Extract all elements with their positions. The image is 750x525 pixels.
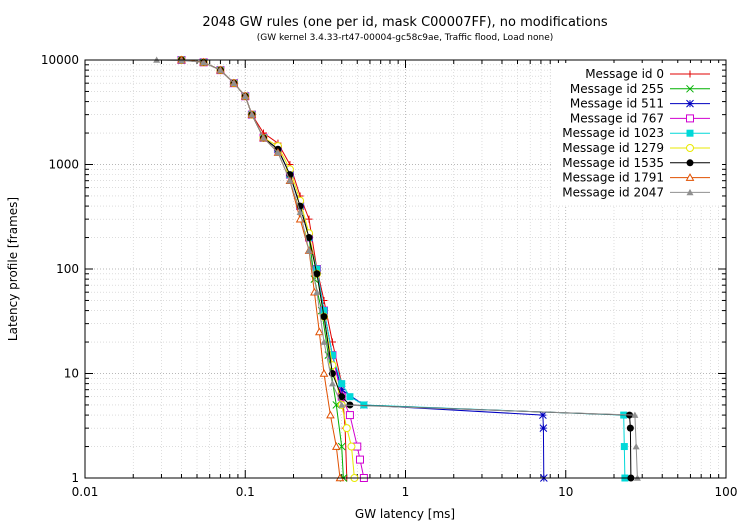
data-point xyxy=(632,443,640,450)
legend-label: Message id 2047 xyxy=(562,185,664,199)
legend-label: Message id 511 xyxy=(570,97,664,111)
legend-item: Message id 511 xyxy=(570,97,710,111)
data-point xyxy=(631,411,639,418)
data-point xyxy=(200,58,208,66)
data-point xyxy=(260,134,268,141)
data-point xyxy=(686,70,694,78)
data-point xyxy=(305,215,313,223)
legend-item: Message id 1535 xyxy=(562,156,710,170)
y-tick-label: 10000 xyxy=(41,53,79,67)
data-point xyxy=(305,247,313,254)
legend-item: Message id 1791 xyxy=(562,171,710,185)
chart-subtitle: (GW kernel 3.4.33-rt47-00004-gc58c9ae, T… xyxy=(257,33,554,43)
plot-frame xyxy=(84,59,727,479)
data-point xyxy=(319,368,329,377)
y-tick-label: 100 xyxy=(56,262,79,276)
legend-label: Message id 1535 xyxy=(562,156,664,170)
data-point xyxy=(686,99,694,108)
legend-item: Message id 0 xyxy=(585,67,710,81)
y-tick-label: 10 xyxy=(64,367,79,381)
data-point xyxy=(314,327,324,336)
legend-item: Message id 1279 xyxy=(562,141,710,155)
legend-item: Message id 1023 xyxy=(562,126,710,140)
axis-ticks: 0.01 0.1 1 10 100 1 10 100 1000 10000 xyxy=(41,53,738,499)
chart-title: 2048 GW rules (one per id, mask C00007FF… xyxy=(202,15,607,30)
data-point xyxy=(686,114,694,123)
legend-label: Message id 1791 xyxy=(562,171,664,185)
data-point xyxy=(539,411,547,419)
legend-item: Message id 255 xyxy=(570,82,710,96)
data-point xyxy=(539,424,548,432)
data-point xyxy=(326,410,335,419)
legend-background xyxy=(552,63,722,205)
x-tick-label: 10 xyxy=(558,485,573,499)
data-point xyxy=(328,351,336,359)
y-tick-label: 1000 xyxy=(48,158,79,172)
data-point xyxy=(342,424,351,433)
legend-label: Message id 767 xyxy=(570,111,664,125)
data-point xyxy=(331,442,341,450)
data-point xyxy=(328,361,337,370)
data-point xyxy=(286,177,294,184)
data-point xyxy=(620,443,628,451)
series-message-id-767 xyxy=(177,56,368,482)
data-point xyxy=(296,208,304,215)
data-point xyxy=(313,265,321,273)
data-point xyxy=(686,144,694,152)
y-axis-label: Latency profile [frames] xyxy=(6,197,20,341)
x-tick-label: 100 xyxy=(715,485,738,499)
data-point xyxy=(241,92,249,100)
data-point xyxy=(320,307,328,315)
data-point xyxy=(686,159,694,167)
x-axis-label: GW latency [ms] xyxy=(355,507,455,521)
legend-label: Message id 255 xyxy=(570,82,664,96)
data-point xyxy=(274,149,282,156)
data-point xyxy=(685,173,695,181)
data-point xyxy=(686,188,694,196)
data-point xyxy=(305,234,313,242)
data-point xyxy=(338,401,346,408)
data-point xyxy=(686,129,694,137)
series-message-id-511 xyxy=(177,56,548,482)
data-point xyxy=(320,338,328,345)
data-point xyxy=(626,424,634,432)
data-point xyxy=(313,288,321,295)
data-point xyxy=(355,455,364,464)
data-point xyxy=(345,411,354,420)
legend-item: Message id 767 xyxy=(570,111,710,125)
data-point xyxy=(337,385,346,394)
x-tick-label: 1 xyxy=(402,485,410,499)
data-point xyxy=(686,84,694,93)
legend-label: Message id 0 xyxy=(585,67,664,81)
data-point xyxy=(216,66,224,73)
data-point xyxy=(347,442,356,451)
legend-label: Message id 1279 xyxy=(562,141,664,155)
series-message-id-0 xyxy=(177,56,351,482)
x-tick-label: 0.01 xyxy=(72,485,99,499)
data-point xyxy=(320,313,328,321)
data-point xyxy=(328,380,336,387)
legend-label: Message id 1023 xyxy=(562,126,664,140)
data-point xyxy=(248,111,256,118)
data-point xyxy=(338,380,346,388)
data-point xyxy=(338,393,346,401)
legend-item: Message id 2047 xyxy=(562,185,710,199)
data-point xyxy=(360,401,368,409)
data-point xyxy=(346,393,354,401)
y-tick-label: 1 xyxy=(71,471,79,485)
data-point xyxy=(313,270,321,278)
x-tick-label: 0.1 xyxy=(236,485,255,499)
data-point xyxy=(230,79,238,86)
